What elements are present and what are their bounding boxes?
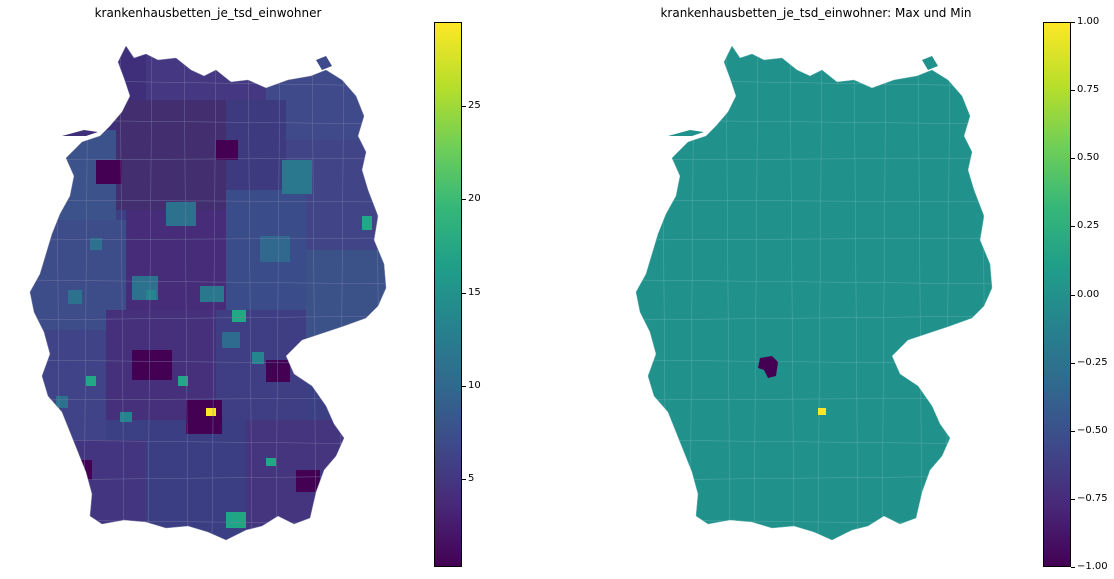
colorbar-tick-label: 0.25: [1077, 220, 1100, 231]
colorbar-tick-mark: [462, 293, 466, 294]
colorbar-tick-mark: [1071, 567, 1075, 568]
colorbar-tick-mark: [1071, 226, 1075, 227]
colorbar-tick-label: −0.25: [1077, 357, 1108, 368]
colorbar-tick-mark: [462, 106, 466, 107]
colorbar-tick-label: 25: [468, 100, 481, 111]
colorbar-tick-label: 15: [468, 287, 481, 298]
colorbar-tick-label: 5: [468, 473, 475, 484]
colorbar-tick-mark: [462, 199, 466, 200]
colorbar-tick-mark: [462, 386, 466, 387]
left-map-panel: krankenhausbetten_je_tsd_einwohner: [0, 0, 481, 579]
left-map-title: krankenhausbetten_je_tsd_einwohner: [94, 6, 322, 20]
colorbar-tick-label: 0.50: [1077, 152, 1100, 163]
colorbar-tick-mark: [1071, 90, 1075, 91]
colorbar-tick-label: 1.00: [1077, 16, 1100, 27]
colorbar-tick-mark: [1071, 158, 1075, 159]
colorbar-tick-mark: [1071, 295, 1075, 296]
colorbar-tick-label: −1.00: [1077, 561, 1108, 572]
colorbar-tick-mark: [1071, 499, 1075, 500]
colorbar-tick-label: 0.00: [1077, 289, 1100, 300]
colorbar-tick-label: 20: [468, 193, 481, 204]
colorbar-tick-mark: [1071, 363, 1075, 364]
colorbar-tick-mark: [1071, 431, 1075, 432]
right-map-title: krankenhausbetten_je_tsd_einwohner: Max …: [660, 6, 972, 20]
right-colorbar: [1043, 22, 1071, 567]
colorbar-tick-mark: [1071, 22, 1075, 23]
colorbar-tick-label: −0.75: [1077, 493, 1108, 504]
colorbar-tick-label: 10: [468, 380, 481, 391]
colorbar-tick-label: 0.75: [1077, 84, 1100, 95]
germany-map-max-min: [635, 45, 993, 541]
germany-map-beds-per-thousand: [29, 45, 387, 541]
colorbar-tick-label: −0.50: [1077, 425, 1108, 436]
colorbar-tick-mark: [462, 479, 466, 480]
left-colorbar: [434, 22, 462, 567]
